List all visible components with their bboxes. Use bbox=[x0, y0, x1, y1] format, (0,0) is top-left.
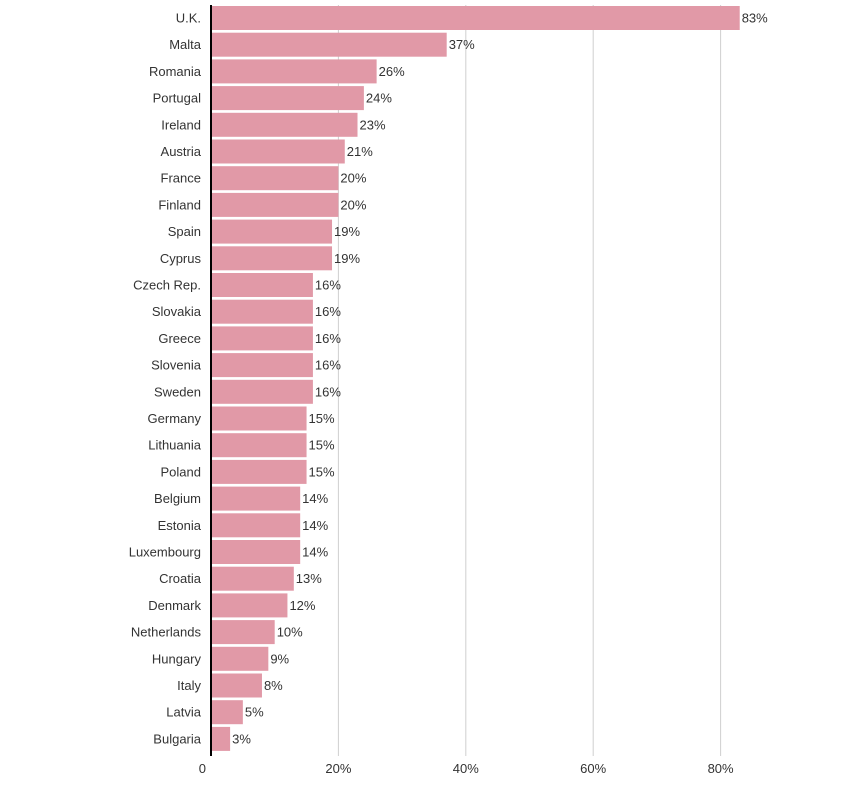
bar-bulgaria bbox=[211, 726, 231, 751]
bar-denmark bbox=[211, 593, 288, 618]
category-label: Latvia bbox=[166, 705, 201, 720]
category-label: Italy bbox=[177, 678, 201, 693]
category-label: Estonia bbox=[158, 518, 202, 533]
category-label: Germany bbox=[148, 411, 202, 426]
category-label: Sweden bbox=[154, 384, 201, 399]
x-tick-label: 40% bbox=[453, 761, 479, 776]
bar-greece bbox=[211, 326, 313, 351]
bar-malta bbox=[211, 32, 447, 57]
bar-belgium bbox=[211, 486, 301, 511]
bar-croatia bbox=[211, 566, 294, 591]
bar-hungary bbox=[211, 646, 269, 671]
value-label: 16% bbox=[315, 384, 341, 399]
bar-sweden bbox=[211, 379, 313, 404]
value-label: 16% bbox=[315, 358, 341, 373]
value-label: 37% bbox=[449, 37, 475, 52]
value-label: 13% bbox=[296, 571, 322, 586]
value-label: 15% bbox=[309, 411, 335, 426]
category-label: France bbox=[161, 171, 201, 186]
bar-netherlands bbox=[211, 620, 275, 645]
bar-germany bbox=[211, 406, 307, 431]
bar-estonia bbox=[211, 513, 301, 538]
value-label: 14% bbox=[302, 545, 328, 560]
bar-austria bbox=[211, 139, 345, 164]
ticks-layer: 0 20% 40% 60% 80% bbox=[199, 761, 734, 776]
bar-slovakia bbox=[211, 299, 313, 324]
value-label: 83% bbox=[742, 11, 768, 26]
category-label: Czech Rep. bbox=[133, 278, 201, 293]
x-tick-label: 80% bbox=[708, 761, 734, 776]
bar-luxembourg bbox=[211, 540, 301, 564]
category-label: Cyprus bbox=[160, 251, 202, 266]
bar-u-k bbox=[211, 6, 740, 30]
bar-poland bbox=[211, 459, 307, 484]
value-label: 3% bbox=[232, 731, 251, 746]
category-label: Bulgaria bbox=[153, 731, 201, 746]
bar-czech-rep bbox=[211, 273, 313, 297]
category-label: Denmark bbox=[148, 598, 201, 613]
value-label: 10% bbox=[277, 625, 303, 640]
bar-romania bbox=[211, 59, 377, 84]
x-tick-label: 60% bbox=[580, 761, 606, 776]
value-label: 15% bbox=[309, 464, 335, 479]
value-label: 16% bbox=[315, 304, 341, 319]
value-label: 19% bbox=[334, 224, 360, 239]
category-label: Hungary bbox=[152, 651, 202, 666]
category-label: Belgium bbox=[154, 491, 201, 506]
category-label: Portugal bbox=[153, 91, 202, 106]
value-label: 16% bbox=[315, 278, 341, 293]
bar-france bbox=[211, 166, 339, 191]
bar-finland bbox=[211, 192, 339, 217]
bar-slovenia bbox=[211, 353, 313, 378]
value-label: 26% bbox=[379, 64, 405, 79]
value-label: 14% bbox=[302, 518, 328, 533]
bars-layer bbox=[211, 6, 740, 751]
labels-layer: U.K. 83% Malta 37% Romania 26% Portugal 24% Irel… bbox=[129, 11, 768, 747]
category-label: Spain bbox=[168, 224, 201, 239]
category-label: Greece bbox=[158, 331, 201, 346]
bar-portugal bbox=[211, 86, 364, 111]
value-label: 5% bbox=[245, 705, 264, 720]
value-label: 19% bbox=[334, 251, 360, 266]
value-label: 8% bbox=[264, 678, 283, 693]
category-label: Lithuania bbox=[148, 438, 202, 453]
category-label: Netherlands bbox=[131, 625, 202, 640]
bar-ireland bbox=[211, 112, 358, 137]
x-tick-label: 20% bbox=[325, 761, 351, 776]
category-label: Romania bbox=[149, 64, 202, 79]
value-label: 24% bbox=[366, 91, 392, 106]
category-label: Austria bbox=[161, 144, 202, 159]
bar-italy bbox=[211, 673, 262, 698]
category-label: Luxembourg bbox=[129, 545, 201, 560]
value-label: 15% bbox=[309, 438, 335, 453]
category-label: Ireland bbox=[161, 117, 201, 132]
bar-spain bbox=[211, 219, 333, 244]
category-label: Croatia bbox=[159, 571, 202, 586]
value-label: 20% bbox=[340, 171, 366, 186]
category-label: Slovenia bbox=[151, 358, 202, 373]
x-tick-label: 0 bbox=[199, 761, 206, 776]
value-label: 12% bbox=[289, 598, 315, 613]
value-label: 23% bbox=[360, 117, 386, 132]
value-label: 9% bbox=[270, 651, 289, 666]
category-label: Finland bbox=[158, 197, 201, 212]
value-label: 16% bbox=[315, 331, 341, 346]
bar-cyprus bbox=[211, 246, 333, 271]
category-label: Poland bbox=[161, 464, 201, 479]
category-label: Slovakia bbox=[152, 304, 202, 319]
bar-lithuania bbox=[211, 433, 307, 458]
value-label: 21% bbox=[347, 144, 373, 159]
category-label: Malta bbox=[169, 37, 202, 52]
value-label: 20% bbox=[340, 197, 366, 212]
value-label: 14% bbox=[302, 491, 328, 506]
grid-layer bbox=[337, 5, 722, 756]
bar-latvia bbox=[211, 700, 243, 725]
category-label: U.K. bbox=[176, 11, 201, 26]
